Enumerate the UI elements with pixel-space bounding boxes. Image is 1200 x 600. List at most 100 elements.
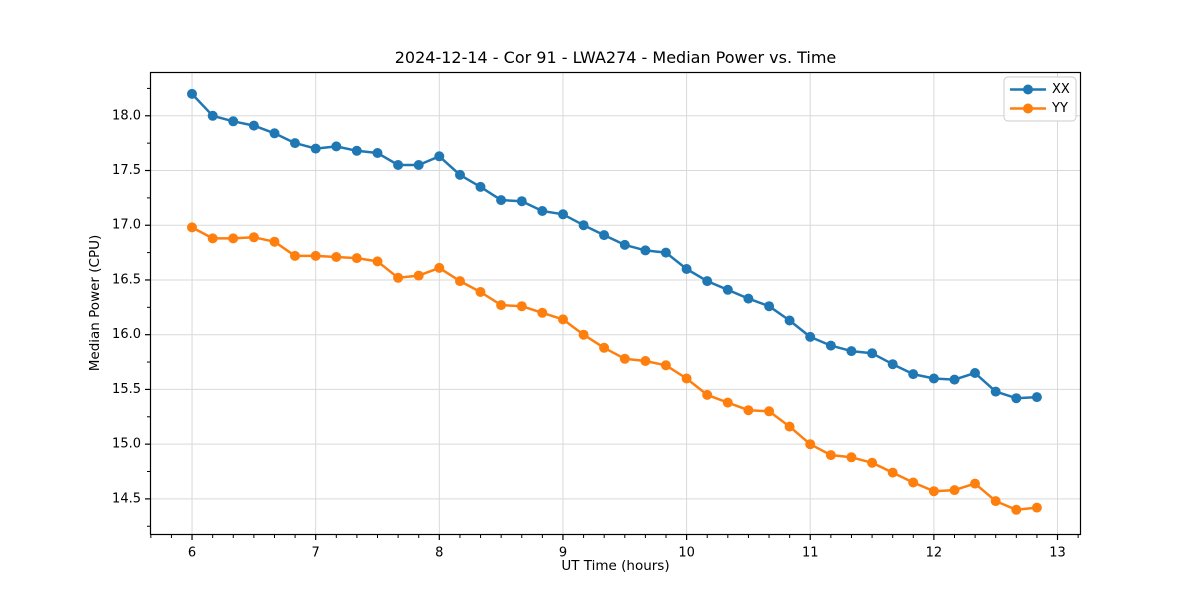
legend-box [1003, 76, 1077, 122]
data-point-XX [887, 359, 898, 370]
data-point-XX [702, 276, 713, 287]
data-point-YY [764, 406, 775, 417]
data-point-YY [867, 457, 878, 468]
y-tick-label: 17.5 [112, 163, 141, 178]
data-point-YY [949, 485, 960, 496]
data-point-YY [248, 232, 259, 243]
data-point-YY [372, 256, 383, 267]
x-tick-label: 7 [312, 546, 320, 561]
data-point-YY [887, 467, 898, 478]
data-point-XX [351, 145, 362, 156]
data-point-XX [393, 160, 404, 170]
data-point-YY [207, 233, 218, 244]
data-point-YY [619, 353, 630, 364]
data-point-XX [248, 120, 259, 131]
data-point-XX [970, 368, 980, 378]
data-point-XX [516, 196, 527, 207]
grid [150, 72, 1081, 535]
data-point-YY [722, 397, 733, 408]
data-point-YY [537, 307, 548, 318]
x-tick-label: 9 [559, 546, 567, 561]
data-point-XX [475, 181, 486, 192]
data-point-YY [825, 450, 836, 461]
data-point-YY [516, 301, 527, 312]
y-tick-label: 18.0 [112, 108, 141, 123]
data-point-XX [228, 116, 239, 127]
data-point-XX [537, 206, 548, 216]
data-point-YY [351, 253, 362, 264]
data-point-XX [413, 160, 424, 170]
data-point-YY [455, 276, 465, 287]
data-point-XX [949, 374, 960, 385]
data-point-YY [413, 270, 424, 281]
data-point-XX [764, 301, 775, 312]
data-point-YY [496, 300, 507, 311]
series-YY [187, 222, 1042, 515]
y-tick-label: 17.0 [112, 218, 141, 233]
x-tick-label: 8 [435, 546, 443, 561]
data-point-YY [310, 250, 321, 261]
data-point-XX [805, 331, 816, 342]
data-point-XX [331, 141, 342, 152]
data-point-YY [599, 342, 610, 353]
data-point-XX [455, 169, 465, 180]
data-point-XX [310, 143, 321, 154]
data-point-YY [578, 329, 589, 340]
data-point-XX [908, 369, 919, 380]
data-point-YY [990, 496, 1001, 507]
x-tick-label: 12 [926, 546, 943, 561]
data-point-XX [578, 220, 589, 231]
data-point-XX [1011, 393, 1022, 404]
axis-ticks: 6 7 8 9 10 11 12 13 14.5 15.0 15.5 16.0 16.5 17.0 17.5… [112, 87, 1079, 561]
data-point-YY [331, 252, 342, 262]
data-point-XX [290, 138, 300, 149]
data-point-YY [558, 314, 568, 325]
data-point-XX [640, 245, 651, 256]
data-point-XX [207, 110, 218, 121]
y-tick-label: 16.0 [112, 327, 141, 342]
x-tick-label: 10 [678, 546, 695, 561]
data-point-YY [228, 233, 239, 244]
chart-title: 2024-12-14 - Cor 91 - LWA274 - Median Po… [394, 48, 837, 67]
legend-marker-YY [1023, 103, 1033, 114]
data-point-XX [784, 315, 795, 326]
data-point-XX [372, 148, 383, 158]
data-point-YY [269, 236, 280, 247]
legend-marker-XX [1023, 84, 1033, 95]
y-axis-label: Median Power (CPU) [87, 234, 103, 372]
data-point-YY [393, 272, 404, 283]
x-tick-label: 13 [1049, 546, 1066, 561]
data-point-XX [867, 348, 878, 359]
data-point-XX [825, 340, 836, 351]
data-point-YY [928, 486, 939, 497]
data-point-XX [619, 239, 630, 250]
data-point-YY [846, 452, 857, 463]
plot-area [150, 72, 1081, 535]
data-point-YY [805, 439, 816, 450]
y-tick-label: 14.5 [112, 491, 141, 506]
data-point-YY [475, 287, 486, 297]
y-tick-label: 16.5 [112, 272, 141, 287]
axes-frame [149, 71, 1082, 536]
data-point-YY [640, 356, 651, 366]
data-point-XX [681, 264, 692, 274]
data-point-XX [599, 230, 610, 241]
data-point-YY [970, 478, 980, 489]
legend-label-YY: YY [1051, 101, 1068, 116]
series-XX [187, 88, 1042, 404]
x-tick-label: 6 [188, 546, 196, 561]
data-point-XX [660, 247, 671, 258]
x-tick-label: 11 [802, 546, 819, 561]
data-point-YY [908, 477, 919, 488]
data-point-YY [681, 373, 692, 384]
data-point-XX [928, 373, 939, 384]
data-point-XX [722, 284, 733, 295]
data-point-XX [1031, 392, 1042, 403]
y-tick-label: 15.0 [112, 437, 141, 452]
data-point-XX [846, 346, 857, 357]
data-point-XX [434, 151, 445, 162]
y-tick-label: 15.5 [112, 382, 141, 397]
data-point-XX [743, 293, 754, 304]
